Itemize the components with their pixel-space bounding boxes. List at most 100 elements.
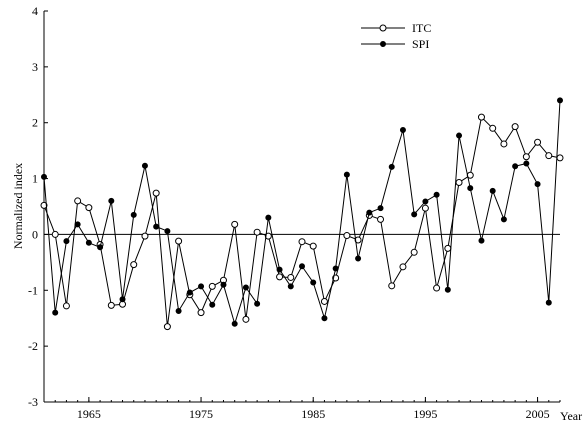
data-point-spi (377, 205, 384, 212)
data-point-spi (254, 300, 261, 307)
data-point-spi (97, 244, 104, 251)
data-point-spi (198, 283, 205, 290)
y-tick-label: 2 (32, 116, 38, 130)
data-point-itc (511, 123, 519, 131)
x-tick-label: 1985 (301, 407, 325, 421)
data-point-spi (242, 284, 249, 291)
data-point-itc (62, 302, 70, 310)
data-point-itc (534, 138, 542, 146)
data-point-itc (107, 301, 115, 309)
data-point-spi (153, 223, 160, 230)
data-point-itc (410, 248, 418, 256)
data-point-spi (422, 198, 429, 205)
data-point-spi (299, 263, 305, 270)
data-point-spi (411, 211, 418, 218)
data-point-spi (523, 160, 530, 167)
legend-marker-spi (380, 41, 386, 47)
data-point-itc (444, 244, 452, 252)
data-point-itc (74, 197, 82, 205)
x-tick-label: 1995 (413, 407, 437, 421)
data-point-spi (321, 315, 328, 322)
data-point-itc (343, 232, 351, 240)
data-point-spi (287, 283, 294, 290)
data-point-itc (433, 284, 441, 292)
data-point-spi (444, 286, 451, 293)
legend: ITC SPI (361, 21, 431, 51)
data-point-itc (253, 228, 261, 236)
data-point-spi (545, 299, 552, 306)
data-point-itc (320, 297, 328, 305)
data-point-spi (456, 132, 463, 139)
data-point-spi (478, 237, 485, 244)
data-point-spi (332, 265, 339, 272)
y-tick-label: -2 (28, 339, 38, 353)
data-point-spi (63, 238, 70, 245)
data-point-spi (119, 296, 126, 303)
data-point-spi (41, 173, 47, 180)
data-point-spi (175, 307, 182, 314)
data-point-spi (209, 301, 216, 308)
data-point-itc (500, 140, 508, 148)
legend-label-spi: SPI (412, 37, 429, 51)
data-point-itc (197, 309, 205, 317)
y-tick-label: 3 (32, 60, 38, 74)
data-point-spi (74, 221, 81, 228)
data-point-itc (264, 232, 272, 240)
x-tick-label: 1975 (189, 407, 213, 421)
data-point-spi (265, 214, 272, 221)
data-point-itc (421, 204, 429, 212)
data-point-itc (377, 215, 385, 223)
y-tick-label: 4 (32, 4, 38, 18)
data-point-itc (242, 315, 250, 323)
data-point-itc (354, 236, 362, 244)
data-point-spi (186, 289, 193, 296)
data-point-spi (557, 97, 563, 104)
data-point-itc (556, 154, 564, 162)
data-point-spi (534, 181, 541, 188)
series-line-itc (43, 116, 561, 327)
data-point-spi (388, 163, 395, 170)
x-axis-label: Year (560, 409, 582, 423)
data-point-spi (164, 228, 171, 235)
data-point-itc (231, 220, 239, 228)
data-point-itc (130, 261, 138, 269)
data-point-itc (276, 273, 284, 281)
data-point-spi (220, 281, 227, 288)
data-point-spi (52, 309, 59, 316)
data-point-spi (489, 187, 496, 194)
data-point-itc (40, 201, 48, 209)
data-point-spi (467, 185, 474, 192)
data-point-spi (310, 279, 317, 286)
y-tick-label: 0 (32, 227, 38, 241)
legend-label-itc: ITC (412, 21, 431, 35)
data-point-spi (366, 209, 373, 216)
data-point-spi (141, 162, 148, 169)
y-tick-label: 1 (32, 172, 38, 186)
data-point-spi (130, 211, 137, 218)
data-point-spi (433, 191, 440, 198)
data-point-spi (399, 126, 406, 133)
data-point-itc (477, 113, 485, 121)
data-point-itc (489, 124, 497, 132)
data-point-itc (399, 263, 407, 271)
data-point-spi (231, 320, 238, 327)
data-point-itc (287, 273, 295, 281)
data-point-itc (175, 237, 183, 245)
y-tick-label: -3 (28, 395, 38, 409)
series-line-spi (43, 100, 561, 326)
data-point-spi (500, 216, 507, 223)
data-point-itc (455, 178, 463, 186)
y-axis-label: Normalized index (11, 163, 25, 249)
data-point-itc (388, 282, 396, 290)
data-point-itc (298, 238, 306, 246)
data-point-itc (545, 152, 553, 160)
y-tick-label: -1 (28, 283, 38, 297)
data-point-itc (51, 230, 59, 238)
x-tick-label: 1965 (77, 407, 101, 421)
data-point-itc (208, 282, 216, 290)
data-point-spi (512, 163, 519, 170)
data-point-itc (141, 232, 149, 240)
data-point-itc (309, 242, 317, 250)
data-point-itc (522, 153, 530, 161)
